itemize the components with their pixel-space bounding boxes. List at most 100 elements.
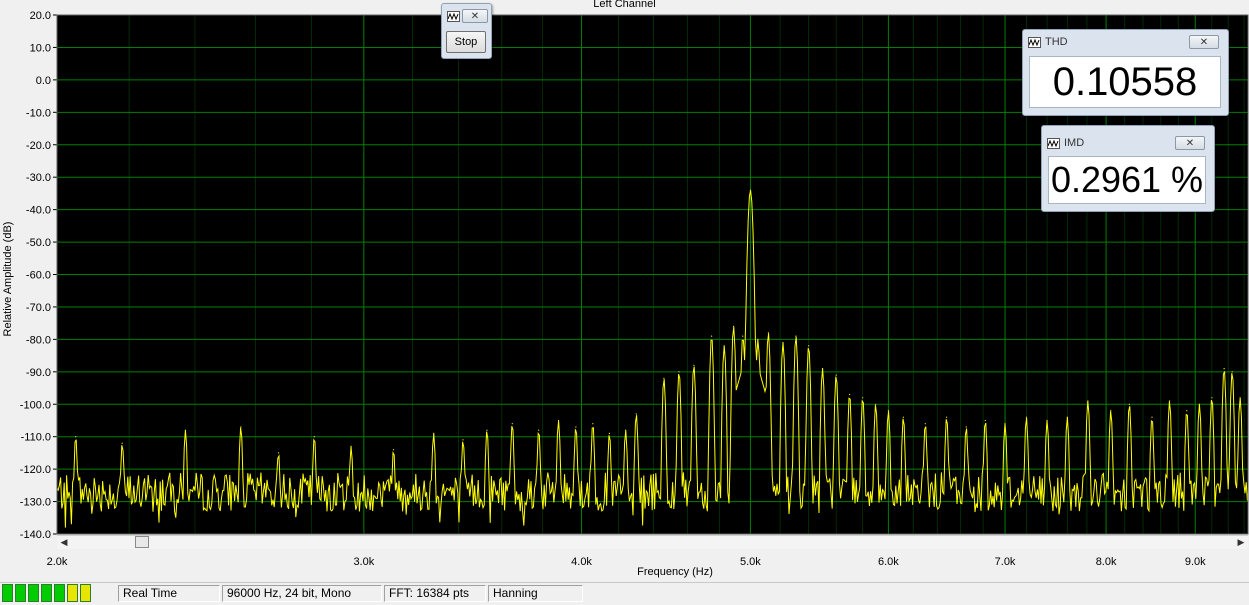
spectrum-peak-point — [635, 413, 637, 415]
spectrum-peak-point — [511, 423, 513, 425]
status-format: 96000 Hz, 24 bit, Mono — [222, 585, 382, 602]
scrollbar-thumb[interactable] — [135, 536, 149, 548]
spectrum-trace — [56, 190, 1248, 528]
y-tick-label: -100.0 — [20, 399, 51, 411]
spectrum-peak-point — [965, 426, 967, 428]
x-tick-label: 6.0k — [878, 556, 899, 568]
chart-title: Left Channel — [593, 0, 656, 10]
spectrum-peak-point — [1128, 403, 1130, 405]
horizontal-scrollbar[interactable]: ◀ ▶ — [57, 535, 1248, 549]
plot-border — [56, 14, 1249, 535]
y-tick-label: -110.0 — [21, 432, 51, 444]
y-tick-label: -60.0 — [26, 270, 51, 282]
spectrum-peak-point — [742, 335, 744, 337]
close-icon[interactable]: ✕ — [1175, 136, 1205, 150]
y-tick-label: 0.0 — [36, 75, 51, 87]
spectrum-peak-point — [757, 338, 759, 340]
y-tick-label: -10.0 — [26, 107, 51, 119]
spectrum-peak-point — [862, 397, 864, 399]
spectrum-peak-point — [1198, 403, 1200, 405]
waveform-icon — [1047, 137, 1060, 149]
thd-window[interactable]: THD ✕ 0.10558 % — [1022, 29, 1229, 154]
scroll-left-icon[interactable]: ◀ — [60, 537, 68, 547]
spectrum-peak-point — [1110, 410, 1112, 412]
spectrum-peak-point — [835, 374, 837, 376]
y-tick-label: -130.0 — [20, 497, 51, 509]
imd-window-titlebar[interactable]: IMD — [1047, 135, 1084, 151]
level-meter-segment — [2, 584, 13, 602]
y-tick-label: -120.0 — [20, 464, 51, 476]
spectrum-peak-point — [75, 436, 77, 438]
waveform-icon — [1028, 36, 1041, 48]
spectrum-peak-point — [486, 429, 488, 431]
x-axis-label: Frequency (Hz) — [637, 566, 713, 578]
level-meter-segment — [28, 584, 39, 602]
spectrum-peak-point — [1087, 400, 1089, 402]
status-window: Hanning — [488, 585, 583, 602]
spectrum-peak-point — [608, 432, 611, 434]
spectrum-peak-point — [462, 439, 464, 441]
spectrum-peak-point — [723, 345, 725, 347]
spectrum-peak-point — [1239, 397, 1241, 399]
spectrum-peak-point — [1066, 416, 1068, 418]
level-meter-segment — [15, 584, 26, 602]
close-icon[interactable]: ✕ — [462, 9, 488, 23]
spectrum-peak-point — [1231, 371, 1233, 373]
spectrum-peak-point — [350, 445, 352, 447]
spectrum-peak-point — [733, 325, 735, 327]
level-meter-segment — [41, 584, 52, 602]
level-meter-segment — [80, 584, 91, 602]
status-fft: FFT: 16384 pts — [384, 585, 486, 602]
spectrum-peak-point — [121, 442, 123, 444]
y-tick-label: -30.0 — [26, 172, 51, 184]
spectrum-peak-point — [277, 452, 280, 454]
close-icon[interactable]: ✕ — [1189, 35, 1219, 49]
status-bar: Real Time 96000 Hz, 24 bit, Mono FFT: 16… — [0, 582, 1249, 605]
spectrum-peak-point — [808, 345, 810, 347]
y-tick-label: -90.0 — [26, 367, 51, 379]
x-tick-label: 2.0k — [47, 556, 68, 568]
spectrum-peak-point — [782, 342, 784, 344]
stop-window[interactable]: ✕ Stop — [441, 3, 492, 59]
thd-value: 0.10558 % — [1029, 56, 1221, 154]
spectrum-peak-point — [821, 368, 824, 370]
level-meter-segment — [54, 584, 65, 602]
y-tick-label: -20.0 — [26, 140, 51, 152]
spectrum-peak-point — [711, 335, 713, 337]
y-tick-label: 10.0 — [30, 42, 51, 54]
thd-window-titlebar[interactable]: THD — [1028, 34, 1068, 50]
spectrum-peak-point — [924, 423, 926, 425]
spectrum-peak-point — [1151, 416, 1153, 418]
spectrum-peak-point — [184, 429, 187, 431]
spectrum-peak-point — [313, 436, 315, 438]
x-tick-label: 4.0k — [571, 556, 592, 568]
spectrum-peak-point — [795, 335, 797, 337]
y-tick-label: -70.0 — [26, 302, 51, 314]
y-tick-label: -40.0 — [26, 205, 51, 217]
scroll-right-icon[interactable]: ▶ — [1237, 537, 1245, 547]
spectrum-peak-point — [575, 426, 577, 428]
y-tick-label: -50.0 — [26, 237, 51, 249]
spectrum-peak-point — [749, 189, 752, 191]
stop-button[interactable]: Stop — [446, 31, 486, 53]
spectrum-peak-point — [392, 449, 395, 451]
level-meter-segment — [67, 584, 78, 602]
status-mode: Real Time — [118, 585, 220, 602]
spectrum-peak-point — [875, 403, 877, 405]
spectrum-peak-point — [625, 429, 627, 431]
spectrum-peak-point — [1169, 400, 1171, 402]
spectrum-peak-point — [1004, 423, 1006, 425]
x-tick-label: 7.0k — [995, 556, 1016, 568]
imd-window[interactable]: IMD ✕ 0.2961 % — [1041, 125, 1215, 212]
spectrum-peak-point — [984, 419, 986, 422]
x-tick-label: 9.0k — [1185, 556, 1206, 568]
x-tick-label: 3.0k — [353, 556, 374, 568]
spectrum-peak-point — [538, 429, 540, 431]
stop-window-titlebar[interactable] — [447, 8, 460, 24]
spectrum-peak-point — [946, 416, 948, 418]
spectrum-peak-point — [557, 419, 560, 422]
spectrum-peak-point — [887, 410, 890, 412]
spectrum-peak-point — [1025, 416, 1027, 418]
y-tick-label: 20.0 — [30, 10, 51, 22]
spectrum-peak-point — [663, 377, 665, 379]
